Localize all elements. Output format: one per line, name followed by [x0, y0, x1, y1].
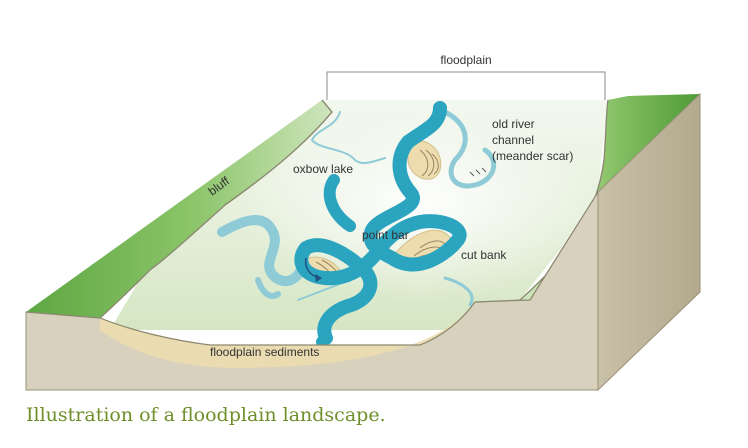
left-bluff-edge [99, 99, 333, 319]
scar-lower-left [255, 277, 281, 300]
label-old-river-2: channel [492, 133, 534, 147]
scar-tributary [310, 111, 386, 165]
label-point-bar: point bar [362, 228, 409, 242]
figure-caption: Illustration of a floodplain landscape. [26, 404, 386, 426]
label-floodplain: floodplain [440, 53, 491, 67]
label-old-river-3: (meander scar) [492, 149, 573, 163]
river-tail [316, 332, 332, 348]
right-side-face [597, 92, 701, 392]
label-cut-bank: cut bank [461, 248, 507, 262]
block-top-edge [25, 191, 599, 346]
scar-lower-right [443, 276, 474, 307]
sediment-layer [100, 302, 475, 368]
left-bluff-slope [26, 100, 332, 318]
label-oxbow-lake: oxbow lake [293, 162, 353, 176]
label-floodplain-sediments: floodplain sediments [210, 345, 319, 359]
label-old-river-1: old river [492, 117, 535, 131]
oxbow-lake [323, 174, 356, 232]
scar-upper-right [442, 109, 497, 189]
flow-arrow [304, 257, 322, 282]
floodplain-diagram: floodplain old river channel (meander sc… [25, 53, 701, 392]
scar-line [297, 281, 346, 301]
cut-bank-hatch [469, 167, 487, 177]
scar-left-loop [217, 215, 307, 287]
floodplain-bracket [326, 71, 606, 100]
river [294, 101, 467, 345]
meander-scars [217, 109, 497, 307]
